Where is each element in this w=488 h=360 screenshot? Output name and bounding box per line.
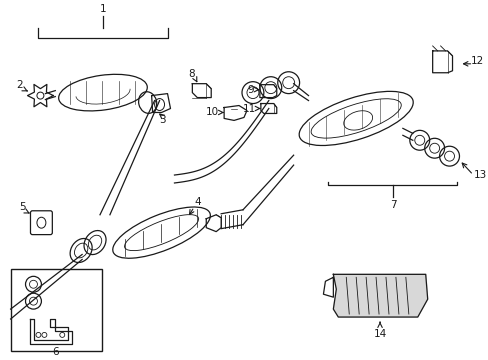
Text: 11: 11 [242, 104, 255, 113]
Text: 6: 6 [52, 347, 59, 357]
Text: 12: 12 [470, 56, 483, 66]
Text: 1: 1 [100, 4, 106, 14]
Polygon shape [333, 274, 427, 317]
Text: 2: 2 [16, 80, 23, 90]
Text: 4: 4 [194, 197, 201, 207]
Text: 9: 9 [247, 85, 253, 95]
Text: 13: 13 [472, 170, 486, 180]
Text: 8: 8 [188, 69, 194, 79]
Text: 7: 7 [389, 200, 395, 210]
Text: 5: 5 [19, 202, 26, 212]
Text: 14: 14 [373, 329, 386, 339]
Text: 10: 10 [205, 108, 219, 117]
Text: 3: 3 [159, 116, 165, 125]
Bar [11, 269, 102, 351]
